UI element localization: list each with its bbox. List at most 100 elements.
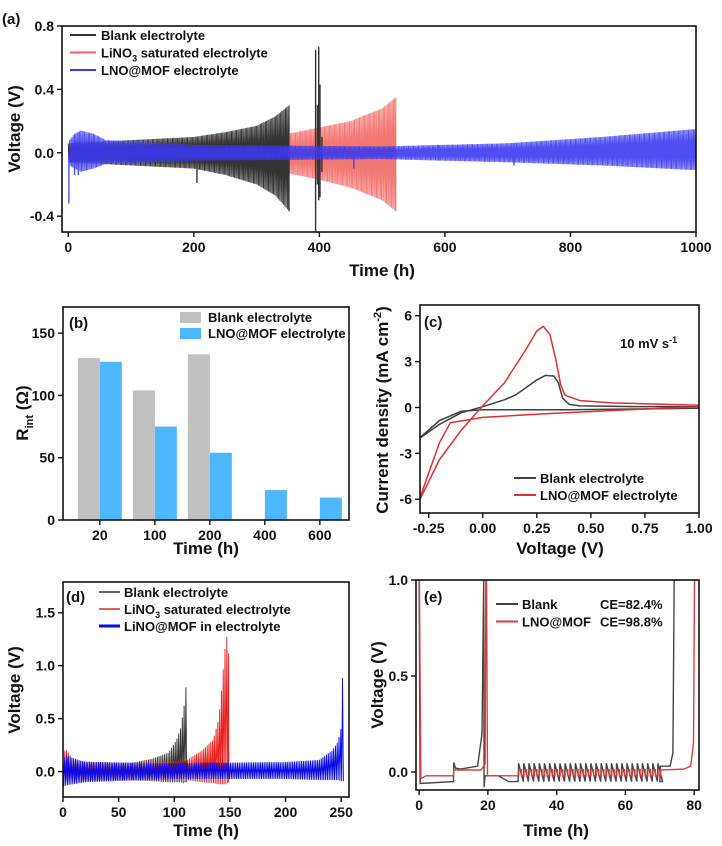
x-tick-label: 1000 xyxy=(680,239,711,255)
panel-a-voltage-profile: -0.4 0.0 0.4 0.8 0 200 400 600 800 1000 Voltage (V… xyxy=(2,11,712,280)
legend-label: Blank electrolyte xyxy=(101,28,205,43)
y-tick-label: 6 xyxy=(404,308,412,324)
panel-label: (c) xyxy=(424,314,442,331)
y-label-main: Current density (mA cm xyxy=(373,322,392,514)
panel-label: (a) xyxy=(2,11,20,28)
y-tick-label: -0.4 xyxy=(30,208,54,224)
y-tick-label: 0.0 xyxy=(35,145,55,161)
legend-label: LNO@MOF electrolyte xyxy=(101,63,239,78)
legend-label: Blank electrolyte xyxy=(540,471,644,486)
y-tick-label: 0.4 xyxy=(35,81,55,97)
plot-area xyxy=(418,580,696,788)
series-lno-mof xyxy=(69,128,696,172)
x-axis-label: Time (h) xyxy=(349,261,415,280)
legend-label: LNO@MOF electrolyte xyxy=(540,488,678,503)
plot-area xyxy=(420,325,699,502)
y-axis-label: Voltage (V) xyxy=(5,85,24,173)
x-tick-label: 250 xyxy=(330,804,354,820)
x-tick-label: 200 xyxy=(274,804,298,820)
plot-frame xyxy=(419,304,700,514)
x-tick-label: 100 xyxy=(163,804,187,820)
x-tick-label: 200 xyxy=(198,527,222,543)
y-tick-label: 50 xyxy=(39,450,55,466)
bar-blank xyxy=(187,354,210,520)
x-tick-label: 400 xyxy=(308,239,332,255)
bar-blank xyxy=(132,390,155,520)
y-label-subscript: int xyxy=(24,415,36,429)
y-label-main: R xyxy=(13,428,32,440)
legend-label: LNO@MOF xyxy=(522,615,591,630)
coulombic-efficiency-label: CE=82.4% xyxy=(600,597,663,612)
y-label-tail: (Ω) xyxy=(13,385,32,415)
legend-label-tail: saturated electrolyte xyxy=(160,602,291,617)
x-tick-label: 600 xyxy=(433,239,457,255)
x-tick-label: 0.50 xyxy=(577,520,604,536)
x-tick-label: 100 xyxy=(143,527,167,543)
panel-e-ce-test: 0.0 0.5 1.0 0 20 40 60 80 Voltage (V) Time (h) (e)… xyxy=(368,572,702,840)
plot-frame xyxy=(415,579,700,791)
y-axis-label: Current density (mA cm-2) xyxy=(372,306,392,514)
y-axis-label: Voltage (V) xyxy=(368,641,387,729)
legend-label-main: Blank electrolyte xyxy=(101,28,205,43)
legend-label-main: LNO@MOF electrolyte xyxy=(101,63,239,78)
legend-label: Blank electrolyte xyxy=(124,585,228,600)
legend-label-tail: saturated electrolyte xyxy=(137,46,268,61)
x-tick-label: 0.00 xyxy=(469,520,496,536)
panel-label: (e) xyxy=(424,589,442,606)
x-tick-label: 0 xyxy=(64,239,72,255)
y-tick-label: 150 xyxy=(32,325,56,341)
y-tick-label: 0 xyxy=(47,512,55,528)
y-tick-label: -3 xyxy=(400,445,413,461)
bar-blank xyxy=(77,358,100,520)
y-tick-label: 1.5 xyxy=(36,605,56,621)
panel-d-voltage-profile: 0.0 0.5 1.0 1.5 0 50 100 150 200 250 Voltage (V) Ti… xyxy=(5,581,354,840)
series-lno-mof-group xyxy=(68,128,696,204)
x-tick-label: 20 xyxy=(480,797,496,813)
y-label-superscript: -2 xyxy=(372,312,384,322)
legend-label-main: Blank electrolyte xyxy=(124,585,228,600)
plot-area xyxy=(63,636,344,787)
legend-label: Blank electrolyte xyxy=(208,310,312,325)
cv-curve-blank xyxy=(420,374,699,439)
bar-lno-mof xyxy=(154,426,177,520)
y-tick-label: 3 xyxy=(404,354,412,370)
plot-frame xyxy=(62,306,350,521)
y-tick-label: 100 xyxy=(32,387,56,403)
bar-lno-mof xyxy=(319,497,342,520)
x-tick-label: 150 xyxy=(218,804,242,820)
panel-label: (d) xyxy=(66,589,85,606)
y-axis-label: Voltage (V) xyxy=(5,646,24,734)
legend-label: LNO@MOF electrolyte xyxy=(208,326,346,341)
legend-label-main: LiNO@MOF in electrolyte xyxy=(124,619,280,634)
x-tick-label: 0.75 xyxy=(631,520,658,536)
x-tick-label: 40 xyxy=(549,797,565,813)
x-tick-label: 50 xyxy=(111,804,127,820)
legend-label-subscript: 3 xyxy=(155,610,160,620)
panel-label: (b) xyxy=(69,315,88,332)
y-tick-label: 0.5 xyxy=(36,711,56,727)
legend-label-main: LiNO xyxy=(124,602,155,617)
legend-label: Blank xyxy=(522,597,558,612)
plot-frame xyxy=(62,581,350,798)
x-tick-label: -0.25 xyxy=(413,520,445,536)
panel-c-cv-curves: -6 -3 0 3 6 -0.25 0.00 0.25 0.50 0.75 1.00 Current … xyxy=(372,304,713,558)
x-tick-label: 80 xyxy=(686,797,702,813)
y-tick-label: 0.0 xyxy=(36,764,56,780)
x-tick-label: 400 xyxy=(253,527,277,543)
series-lino-mof xyxy=(63,677,344,787)
x-axis-label: Time (h) xyxy=(523,821,589,840)
y-tick-label: -6 xyxy=(400,491,413,507)
x-tick-label: 1.00 xyxy=(685,520,712,536)
y-tick-label: 1.0 xyxy=(36,658,56,674)
x-axis-label: Voltage (V) xyxy=(516,539,604,558)
plot-area xyxy=(67,46,696,232)
cv-curve-lno-mof xyxy=(420,325,699,502)
y-tick-label: 0 xyxy=(404,399,412,415)
x-tick-label: 60 xyxy=(618,797,634,813)
x-tick-label: 20 xyxy=(92,527,108,543)
panel-b-bar-chart: 0 50 100 150 20 100 200 400 600 Rint (Ω) Time (h) (… xyxy=(13,306,350,558)
legend-label: LiNO3 saturated electrolyte xyxy=(124,602,291,620)
legend-label-subscript: 3 xyxy=(132,54,137,64)
legend-label: LiNO@MOF in electrolyte xyxy=(124,619,280,634)
